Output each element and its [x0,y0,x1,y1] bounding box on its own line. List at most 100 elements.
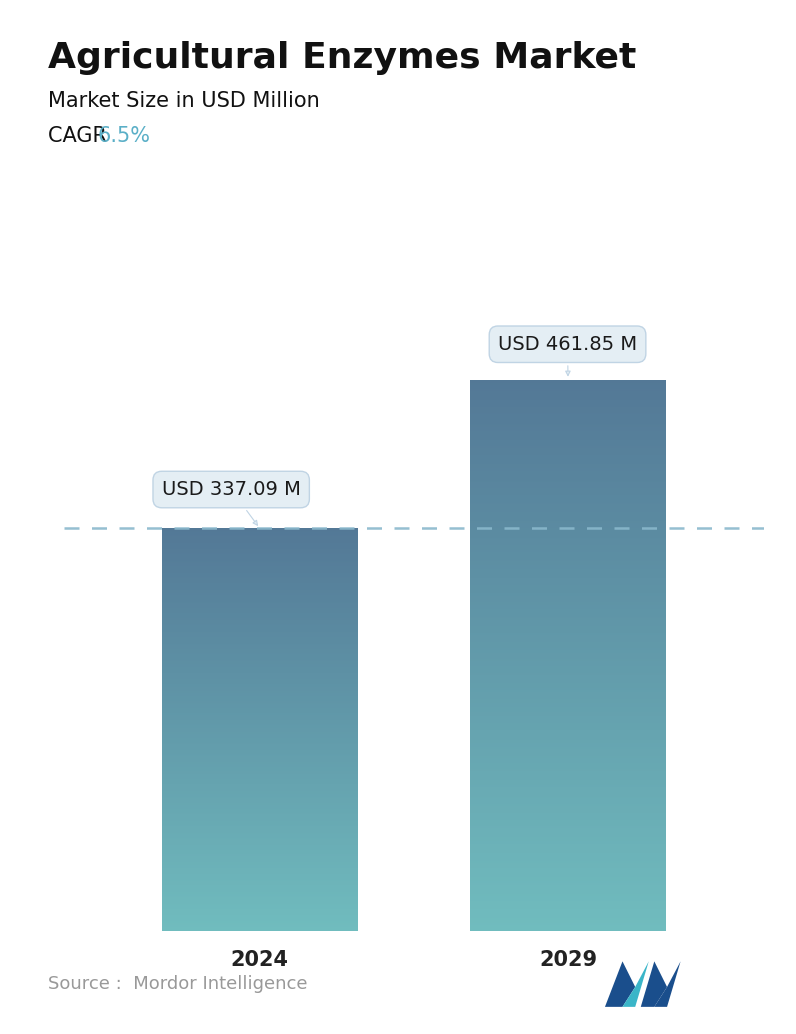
Bar [162,777,358,778]
Bar [470,769,666,770]
Bar [470,567,666,569]
Bar [162,590,358,591]
Bar [470,725,666,727]
Bar [162,617,358,618]
Bar [470,609,666,611]
Bar [470,409,666,410]
Bar [162,776,358,777]
Bar [162,772,358,773]
Bar [470,635,666,637]
Bar [470,687,666,689]
Bar [470,673,666,675]
Bar [470,694,666,696]
Bar [162,726,358,727]
Bar [470,488,666,490]
Bar [162,579,358,581]
Bar [162,927,358,930]
Bar [470,394,666,396]
Bar [470,893,666,895]
Bar [470,743,666,746]
Bar [470,507,666,508]
Bar [470,618,666,620]
Bar [470,554,666,556]
Bar [470,789,666,791]
Polygon shape [605,962,635,1007]
Bar [162,857,358,858]
Polygon shape [641,962,667,1007]
Bar [162,673,358,674]
Bar [162,556,358,558]
Bar [470,869,666,870]
Bar [162,692,358,694]
Bar [470,393,666,394]
Bar [470,448,666,450]
Bar [162,909,358,911]
Bar [162,873,358,875]
Bar [470,564,666,566]
Bar [470,538,666,540]
Bar [470,453,666,455]
Bar [470,647,666,649]
Bar [470,523,666,524]
Bar [470,734,666,736]
Bar [470,919,666,921]
Bar [470,637,666,639]
Bar [162,895,358,898]
Bar [470,730,666,732]
Bar [162,921,358,922]
Bar [470,640,666,642]
Bar [162,920,358,921]
Bar [470,756,666,758]
Bar [470,467,666,469]
Bar [470,703,666,705]
Bar [470,524,666,526]
Bar [162,913,358,914]
Bar [162,691,358,692]
Bar [162,597,358,598]
Bar [470,606,666,607]
Bar [470,914,666,916]
Bar [162,674,358,676]
Bar [470,526,666,528]
Bar [162,694,358,695]
Bar [162,839,358,840]
Bar [162,792,358,794]
Bar [162,678,358,680]
Bar [162,875,358,876]
Bar [162,859,358,861]
Bar [162,628,358,629]
Bar [162,709,358,710]
Bar [162,753,358,754]
Text: CAGR: CAGR [48,126,120,146]
Bar [162,800,358,802]
Bar [470,779,666,780]
Bar [162,714,358,717]
Bar [162,882,358,884]
Bar [470,926,666,929]
Bar [162,588,358,590]
Bar [470,819,666,820]
Bar [470,614,666,616]
Bar [470,812,666,813]
Bar [470,642,666,644]
Bar [470,451,666,453]
Bar [162,861,358,862]
Bar [470,407,666,409]
Bar [470,912,666,914]
Bar [470,528,666,530]
Bar [470,462,666,464]
Bar [470,628,666,630]
Bar [470,460,666,462]
Bar [162,736,358,737]
Bar [162,708,358,709]
Bar [470,902,666,903]
Bar [162,640,358,641]
Bar [162,660,358,661]
Bar [470,578,666,580]
Bar [162,560,358,561]
Bar [470,923,666,925]
Bar [162,850,358,852]
Bar [470,813,666,815]
Bar [162,889,358,890]
Bar [162,624,358,625]
